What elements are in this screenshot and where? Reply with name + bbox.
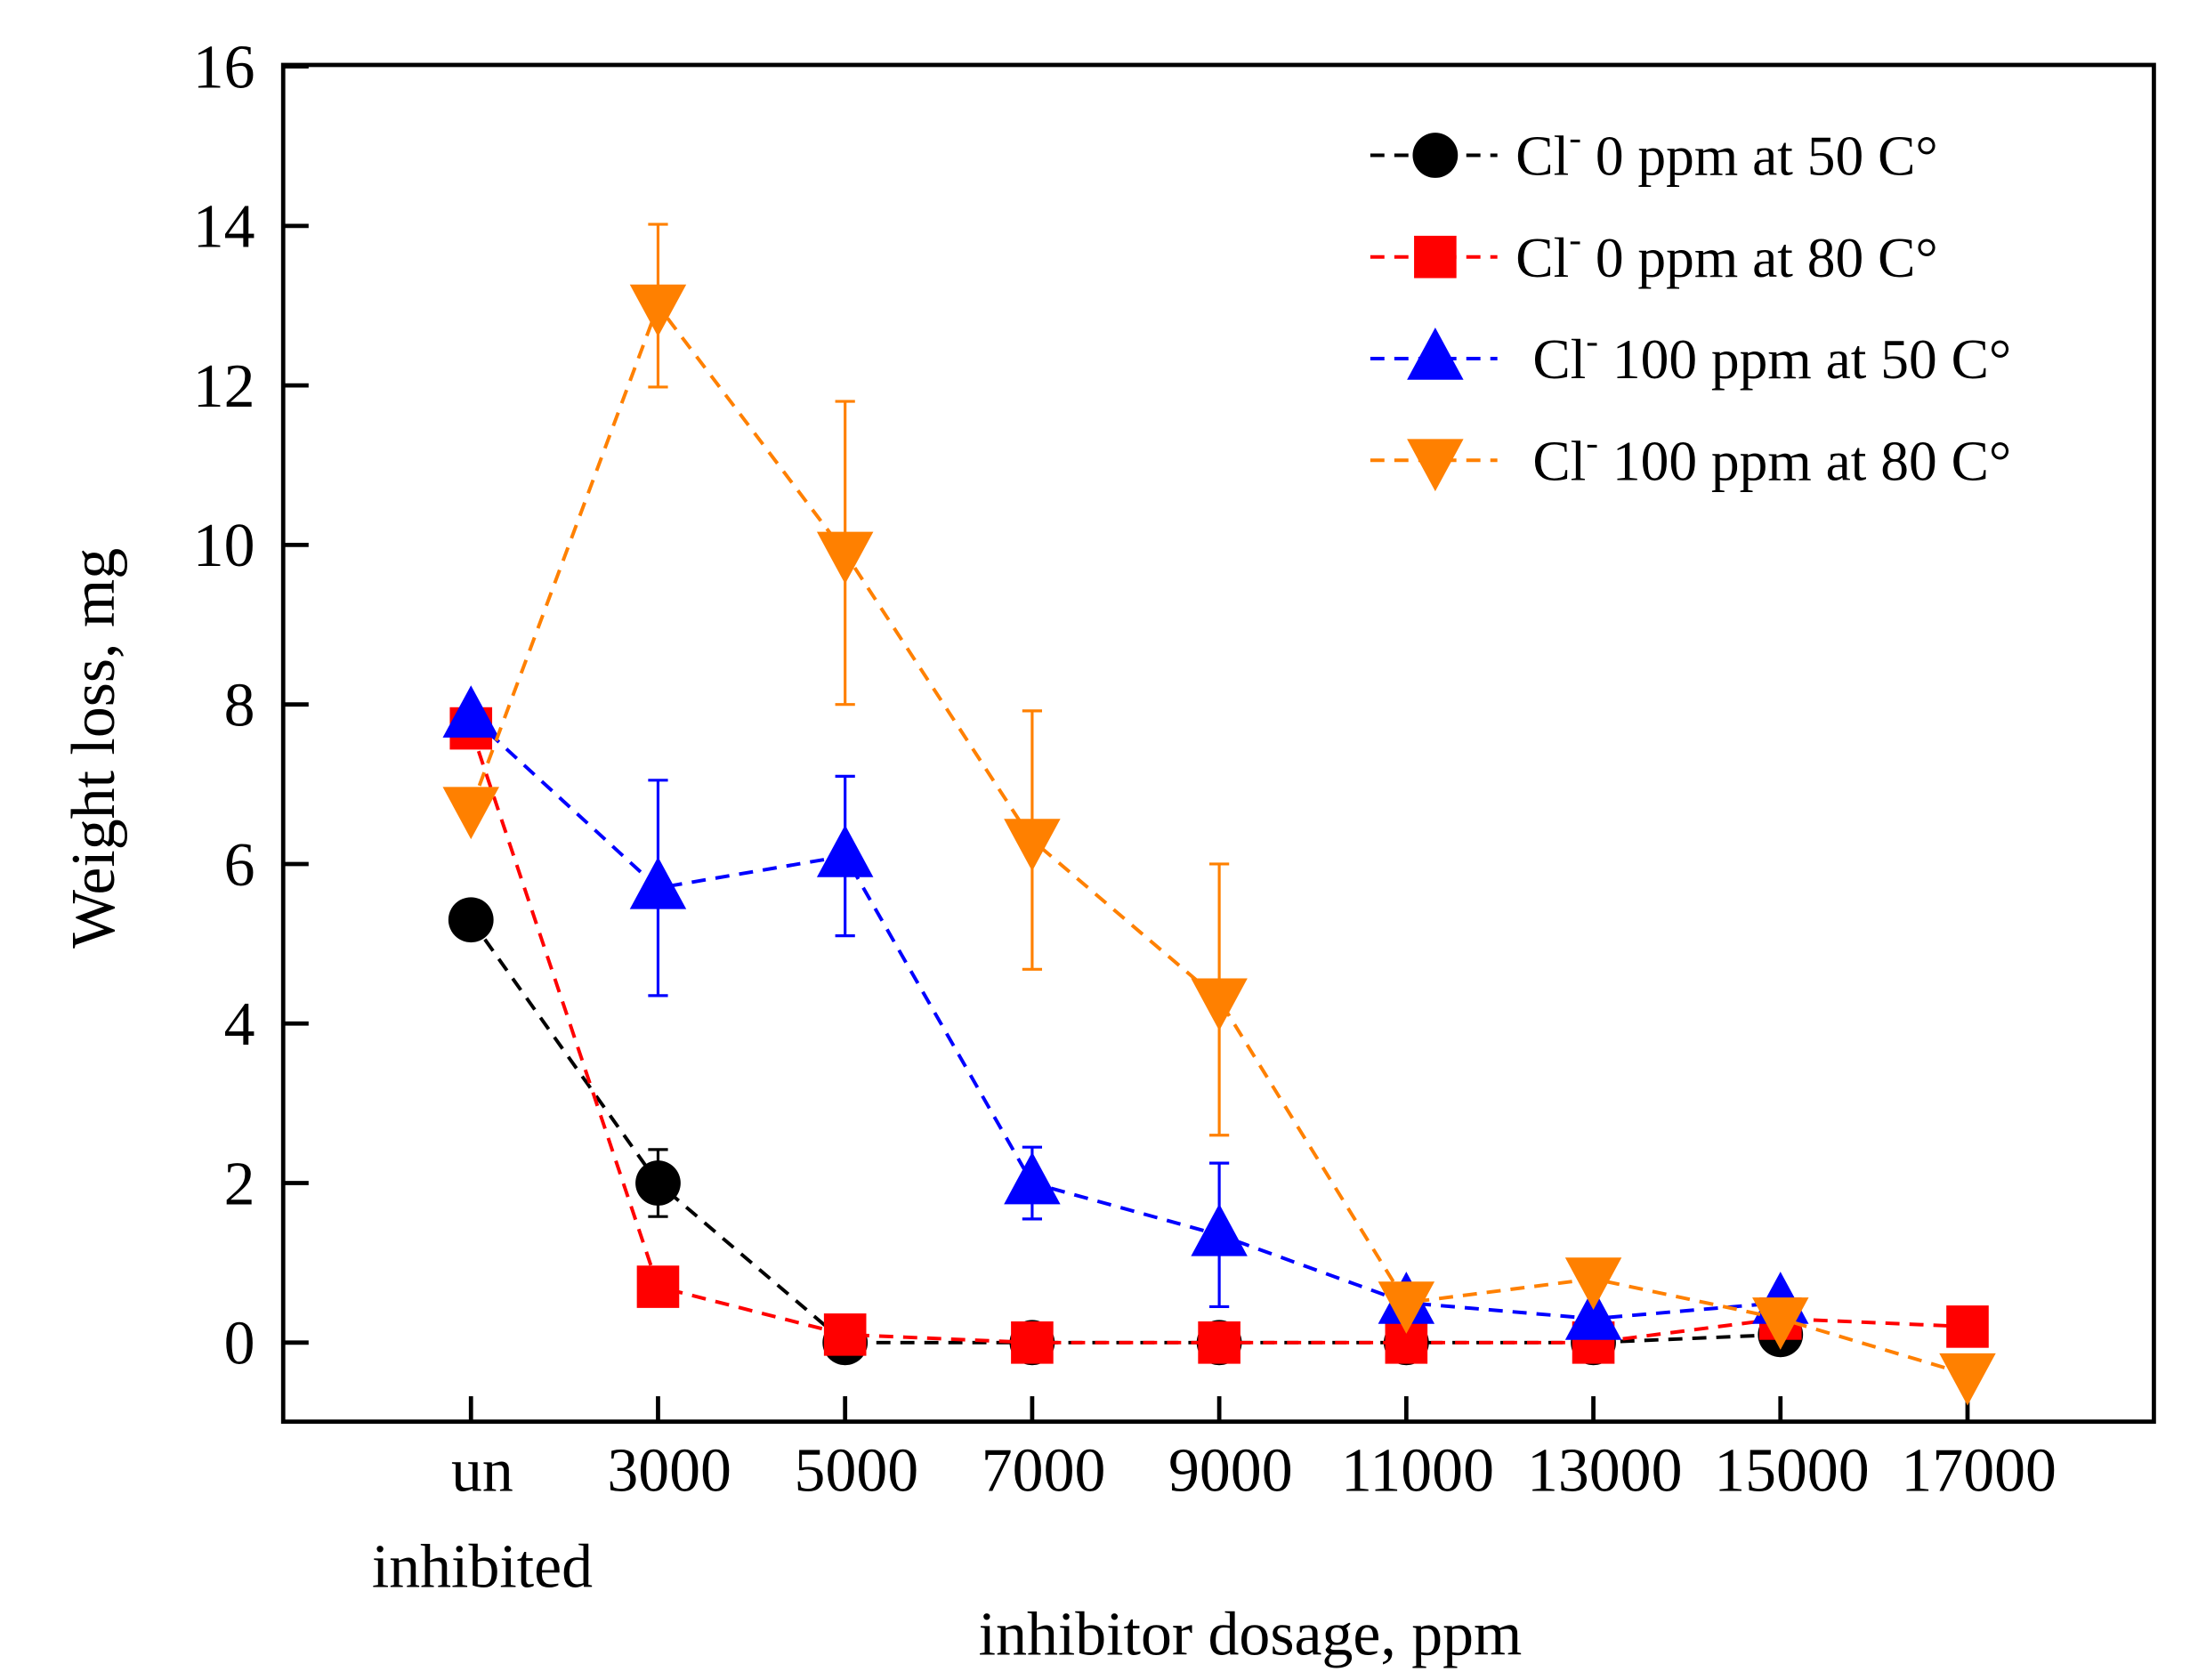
data-point — [1198, 1321, 1240, 1364]
legend-item: Cl- 100 ppm at 50 C° — [1370, 320, 2011, 392]
series-line — [469, 715, 1781, 1321]
x-tick-label: inhibited — [372, 1532, 593, 1601]
data-point — [1191, 978, 1248, 1031]
x-axis-label: inhibitor dosage, ppm — [979, 1600, 1523, 1668]
legend-item: Cl- 0 ppm at 50 C° — [1370, 117, 1938, 188]
data-point — [1946, 1305, 1989, 1348]
y-tick-label: 6 — [224, 831, 255, 900]
legend-marker — [1414, 235, 1457, 279]
y-tick-label: 14 — [193, 193, 255, 262]
data-point — [629, 284, 687, 337]
x-tick-label: 13000 — [1527, 1436, 1683, 1505]
y-axis-label: Weight loss, mg — [60, 548, 128, 949]
series-3 — [442, 222, 1996, 1406]
y-tick-label: 8 — [224, 671, 255, 739]
y-tick-label: 16 — [193, 33, 255, 101]
x-tick-label: 11000 — [1341, 1436, 1494, 1505]
data-point — [442, 685, 499, 738]
data-point — [636, 1265, 680, 1308]
data-point — [629, 856, 687, 909]
x-tick-label: 17000 — [1901, 1436, 2057, 1505]
x-tick-label: 9000 — [1168, 1436, 1293, 1505]
data-point — [1378, 1281, 1435, 1334]
data-point — [1004, 819, 1061, 871]
legend-item: Cl- 100 ppm at 80 C° — [1370, 422, 2011, 493]
data-point — [1564, 1257, 1622, 1311]
data-point — [635, 1160, 681, 1206]
legend-label: Cl- 0 ppm at 50 C° — [1515, 117, 1937, 188]
data-point — [442, 787, 499, 840]
x-tick-label: 7000 — [982, 1436, 1106, 1505]
y-tick-label: 4 — [224, 990, 255, 1059]
data-point — [1752, 1297, 1809, 1350]
data-point — [1939, 1353, 1996, 1406]
y-tick-label: 2 — [224, 1150, 255, 1218]
y-tick-label: 10 — [193, 512, 255, 580]
x-tick-label: 5000 — [795, 1436, 919, 1505]
data-point — [816, 531, 874, 585]
legend-marker — [1407, 439, 1464, 492]
data-point — [1191, 1203, 1248, 1256]
legend-label: Cl- 0 ppm at 80 C° — [1515, 218, 1937, 289]
legend-item: Cl- 0 ppm at 80 C° — [1370, 218, 1938, 289]
x-tick-label: 3000 — [607, 1436, 731, 1505]
data-point — [1004, 1151, 1061, 1205]
series-2 — [442, 685, 1809, 1340]
x-tick-label: un — [451, 1436, 513, 1505]
legend-label: Cl- 100 ppm at 50 C° — [1532, 320, 2011, 392]
y-tick-label: 12 — [193, 352, 255, 421]
data-point — [1011, 1321, 1054, 1364]
legend-marker — [1412, 133, 1459, 178]
legend-marker — [1407, 327, 1464, 380]
legend-label: Cl- 100 ppm at 80 C° — [1532, 422, 2011, 493]
data-point — [1564, 1288, 1622, 1340]
data-point — [823, 1313, 867, 1356]
x-tick-label: 15000 — [1714, 1436, 1870, 1505]
data-point — [448, 897, 494, 943]
y-tick-label: 0 — [224, 1310, 255, 1378]
data-point — [816, 825, 874, 877]
